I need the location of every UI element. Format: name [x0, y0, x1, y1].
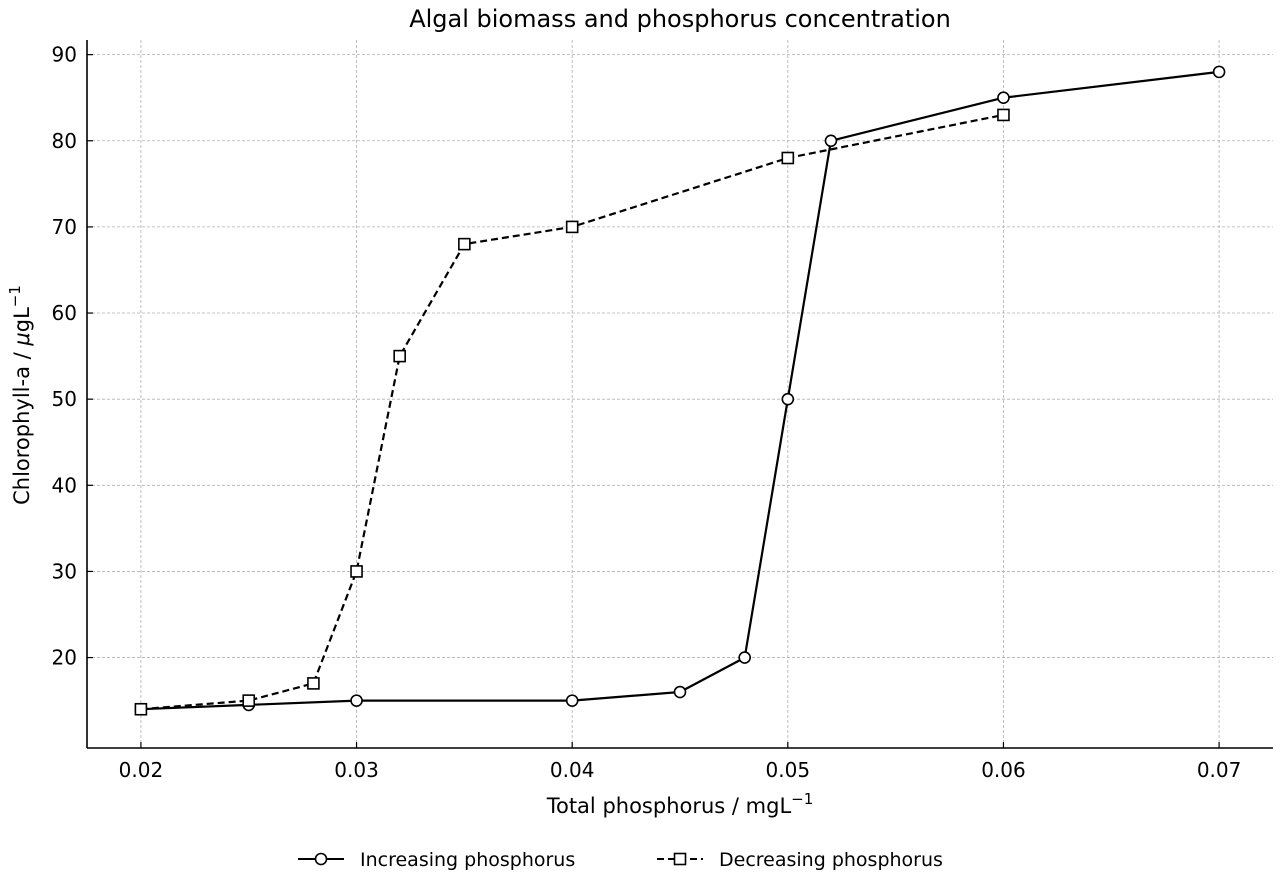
data-point-decreasing: [242, 694, 256, 707]
y-axis-label-unit: gL: [10, 307, 34, 332]
data-point-increasing: [1212, 65, 1226, 79]
y-axis-label: Chlorophyll-a / μgL−1: [6, 285, 34, 505]
y-tick-label: 50: [52, 387, 77, 411]
axes: [86, 40, 1273, 749]
x-tick-label: 0.02: [119, 758, 164, 782]
data-point-increasing: [824, 134, 838, 148]
series-line-1: [140, 113, 1004, 711]
legend-label-decreasing: Decreasing phosphorus: [719, 849, 943, 871]
data-point-increasing: [565, 694, 579, 707]
x-tick-label: 0.06: [981, 758, 1026, 782]
data-point-decreasing: [350, 565, 363, 578]
legend-marker-decreasing: [673, 852, 687, 866]
y-tick-label: 80: [52, 129, 77, 153]
data-point-decreasing: [307, 677, 320, 690]
data-point-increasing: [781, 392, 795, 406]
legend: Increasing phosphorus Decreasing phospho…: [298, 849, 943, 871]
data-point-increasing: [997, 91, 1010, 105]
y-tick-label: 70: [52, 215, 77, 239]
y-axis-label-mu: μ: [10, 332, 34, 346]
data-point-decreasing: [565, 220, 579, 234]
chart-title: Algal biomass and phosphorus concentrati…: [409, 5, 951, 33]
x-axis-label-sup: −1: [791, 790, 813, 808]
data-point-increasing: [673, 685, 687, 699]
x-tick-label: 0.04: [550, 758, 595, 782]
x-tick-label: 0.07: [1197, 758, 1242, 782]
data-point-increasing: [738, 651, 751, 664]
y-axis-label-sup: −1: [6, 285, 24, 307]
y-tick-label: 40: [52, 473, 77, 497]
y-tick-label: 30: [52, 559, 77, 583]
x-axis-label-main: Total phosphorus / mgL: [546, 794, 792, 818]
data-point-decreasing: [393, 349, 406, 363]
series-layer: [134, 65, 1226, 716]
data-point-decreasing: [781, 151, 795, 165]
x-tick-label: 0.03: [334, 758, 379, 782]
data-point-decreasing: [997, 108, 1010, 122]
ticks: 0.02 0.03 0.04 0.05 0.06 0.07 20 30 40 50 60 70 80 90: [52, 43, 1242, 782]
x-axis-label: Total phosphorus / mgL−1: [546, 790, 814, 818]
y-tick-label: 90: [52, 43, 77, 67]
data-point-decreasing: [458, 237, 471, 251]
grid: [87, 40, 1273, 748]
legend-label-increasing: Increasing phosphorus: [360, 849, 575, 871]
series-line-0: [140, 70, 1220, 711]
y-tick-label: 20: [52, 646, 77, 670]
data-point-increasing: [350, 694, 363, 707]
y-axis-label-main: Chlorophyll-a /: [10, 346, 34, 505]
x-tick-label: 0.05: [766, 758, 811, 782]
y-tick-label: 60: [52, 301, 77, 325]
legend-marker-increasing: [314, 852, 328, 866]
data-point-decreasing: [134, 702, 148, 716]
